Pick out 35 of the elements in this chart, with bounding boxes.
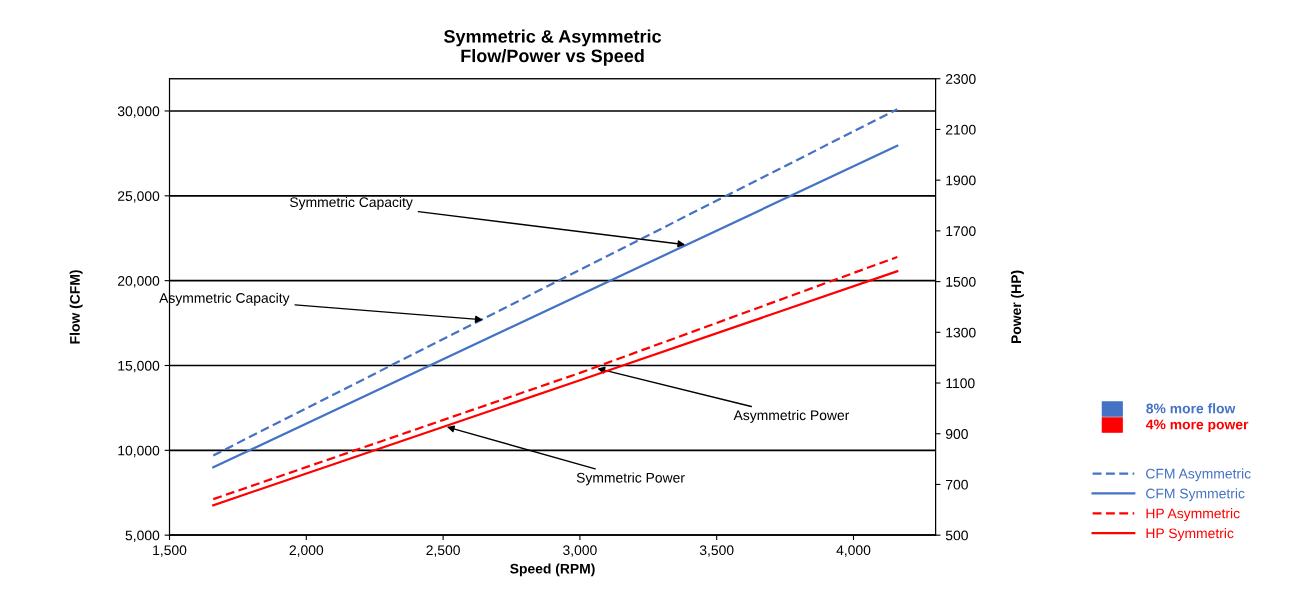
y-tick-label: 5,000 (125, 530, 160, 542)
legend-label: HP Asymmetric (1146, 508, 1240, 522)
y2-tick-label: 1700 (946, 226, 976, 237)
x-tick-label: 4,000 (836, 545, 871, 557)
y2-tick-label: 1500 (946, 276, 976, 287)
y2-tick-label: 1900 (946, 175, 976, 186)
text: 4% more power (1146, 419, 1249, 433)
y-tick-label: 15,000 (118, 360, 160, 373)
y2-tick-label: 2300 (945, 74, 976, 84)
y-tick-label: 25,000 (118, 191, 160, 203)
annotation: Symmetric Power (576, 472, 685, 486)
x-tick-label: 2,500 (426, 545, 460, 557)
annotation: Symmetric Capacity (289, 196, 413, 210)
legend-label: HP Symmetric (1146, 528, 1234, 541)
chart-title: Symmetric & Asymmetric Flow/Power vs Speed (444, 29, 662, 66)
y2-tick-label: 700 (946, 479, 968, 490)
y-tick-label: 10,000 (118, 445, 160, 458)
x-tick-label: 3,500 (699, 545, 734, 557)
y2-tick-label: 900 (945, 429, 968, 439)
x-tick-label: 3,000 (563, 545, 597, 557)
x-tick-label: 1,500 (153, 545, 187, 557)
y2-tick-label: 1100 (946, 378, 975, 389)
y2-axis-title: Power (HP) (1010, 270, 1024, 344)
y-tick-label: 30,000 (117, 106, 160, 118)
x-tick-label: 2,000 (289, 545, 324, 557)
y2-tick-label: 1300 (946, 327, 976, 338)
y-axis-title: Flow (CFM) (69, 270, 83, 344)
text: 8% more flow (1146, 403, 1236, 414)
y-tick-label: 20,000 (118, 275, 160, 288)
y2-tick-label: 2100 (945, 124, 976, 135)
legend-label: CFM Symmetric (1146, 488, 1245, 502)
annotation: Asymmetric Power (733, 409, 850, 423)
y2-tick-label: 500 (945, 530, 968, 541)
x-axis-title: Speed (RPM) (510, 563, 595, 577)
legend-label: CFM Asymmetric (1146, 468, 1251, 482)
